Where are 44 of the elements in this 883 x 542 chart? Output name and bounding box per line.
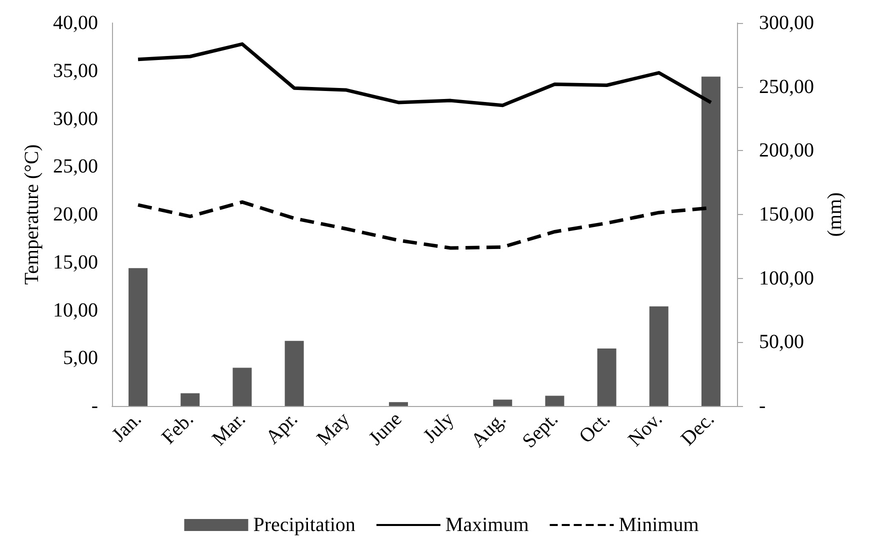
y2-tick-label: - — [759, 395, 766, 417]
bar — [284, 340, 304, 406]
bar — [232, 368, 252, 406]
y2-tick-label: 100,00 — [759, 267, 814, 290]
x-tick-label: May — [312, 408, 354, 450]
y-tick-label: 5,00 — [63, 347, 98, 370]
legend-label: Minimum — [618, 514, 700, 536]
legend-label: Maximum — [445, 514, 530, 536]
bar — [545, 396, 564, 406]
x-tick-label: Sept. — [518, 408, 562, 452]
legend-label: Precipitation — [253, 514, 356, 536]
y-tick-label: 10,00 — [53, 299, 98, 322]
x-tick-label: June — [364, 408, 406, 450]
y2-tick-label: 150,00 — [759, 204, 814, 226]
x-tick-label: Nov. — [624, 408, 667, 451]
bar — [597, 348, 616, 406]
x-tick-label: Oct. — [575, 408, 615, 448]
line-series — [136, 42, 713, 108]
bar — [493, 400, 512, 406]
y2-tick-label: 300,00 — [759, 12, 814, 34]
bar — [128, 268, 148, 406]
x-tick-label: Dec. — [676, 408, 719, 450]
y-tick-label: - — [91, 395, 98, 417]
y-tick-label: 30,00 — [53, 108, 98, 130]
y-axis-title: Temperature (°C) — [21, 144, 44, 285]
y2-tick-label: 250,00 — [759, 76, 814, 98]
y2-tick-label: 50,00 — [759, 331, 804, 354]
y2-tick-label: 200,00 — [759, 140, 814, 162]
y2-axis-title: (mm) — [824, 192, 846, 237]
y-tick-label: 35,00 — [53, 60, 98, 82]
y-tick-label: 40,00 — [53, 12, 98, 34]
x-tick-label: Jan. — [108, 408, 146, 446]
x-tick-label: Mar. — [208, 408, 250, 450]
bar — [649, 306, 668, 406]
y-tick-label: 15,00 — [53, 251, 98, 274]
x-tick-label: Apr. — [262, 408, 302, 449]
bar — [388, 402, 408, 406]
bar — [701, 76, 720, 406]
y-tick-label: 25,00 — [53, 156, 98, 178]
x-tick-label: July — [419, 408, 458, 448]
x-tick-label: Aug. — [466, 408, 510, 452]
x-tick-label: Feb. — [158, 408, 198, 449]
y-tick-label: 20,00 — [53, 204, 98, 226]
bar — [180, 393, 200, 406]
